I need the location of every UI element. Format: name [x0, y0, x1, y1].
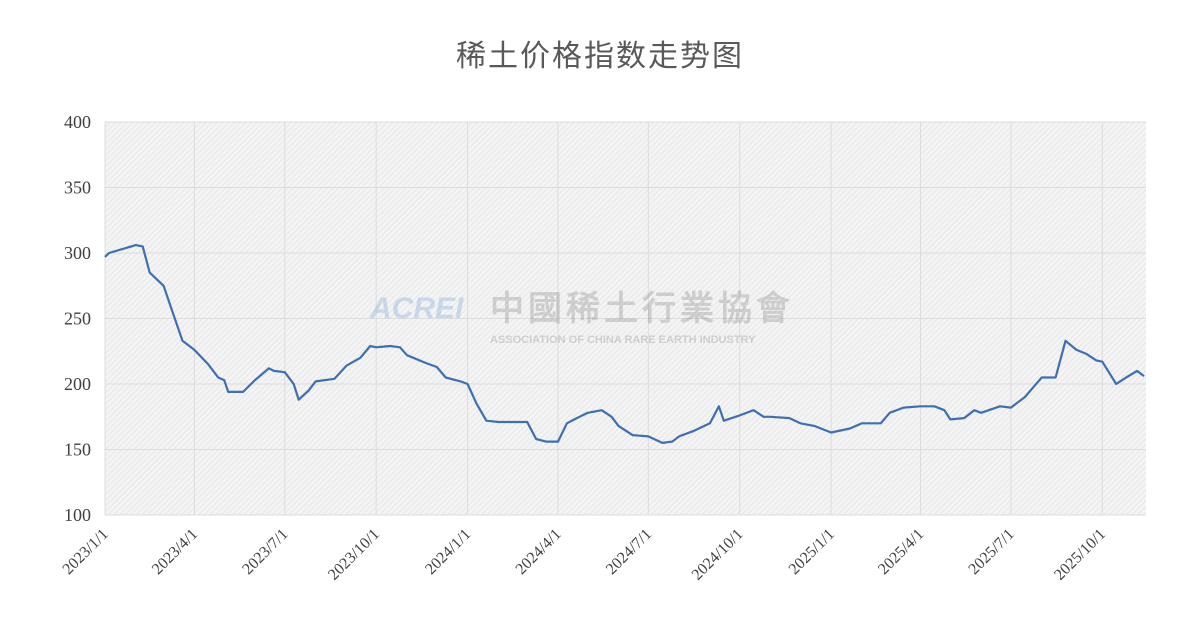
x-tick-label: 2023/1/1 — [60, 526, 112, 578]
x-tick-label: 2023/7/1 — [239, 526, 291, 578]
chart-title: 稀土价格指数走势图 — [456, 40, 744, 73]
marks — [104, 244, 1145, 444]
x-tick-label: 2025/4/1 — [875, 526, 927, 578]
watermark-name: 中國稀土行業協會 — [490, 290, 794, 328]
watermark: ACREI 中國稀土行業協會 ASSOCIATION OF CHINA RARE… — [369, 290, 794, 346]
y-tick-label: 250 — [64, 309, 91, 329]
y-tick-label: 200 — [64, 374, 91, 394]
y-tick-label: 300 — [64, 243, 91, 263]
watermark-subtitle: ASSOCIATION OF CHINA RARE EARTH INDUSTRY — [490, 334, 756, 346]
x-tick-label: 2024/7/1 — [603, 526, 655, 578]
x-tick-label: 2025/1/1 — [786, 526, 838, 578]
line — [104, 244, 1145, 444]
x-tick-label: 2024/10/1 — [689, 526, 747, 584]
x-tick-label: 2024/1/1 — [422, 526, 474, 578]
grid — [104, 121, 1146, 516]
x-tick-label: 2025/7/1 — [965, 526, 1017, 578]
x-tick-label: 2023/4/1 — [149, 526, 201, 578]
x-tick-label: 2025/10/1 — [1051, 526, 1109, 584]
y-tick-label: 150 — [64, 440, 91, 460]
y-tick-label: 100 — [64, 505, 91, 525]
watermark-logo: ACREI — [369, 292, 464, 325]
y-tick-label: 400 — [64, 112, 91, 132]
x-tick-label: 2023/10/1 — [325, 526, 383, 584]
x-tick-label: 2024/4/1 — [513, 526, 565, 578]
y-tick-label: 350 — [64, 178, 91, 198]
